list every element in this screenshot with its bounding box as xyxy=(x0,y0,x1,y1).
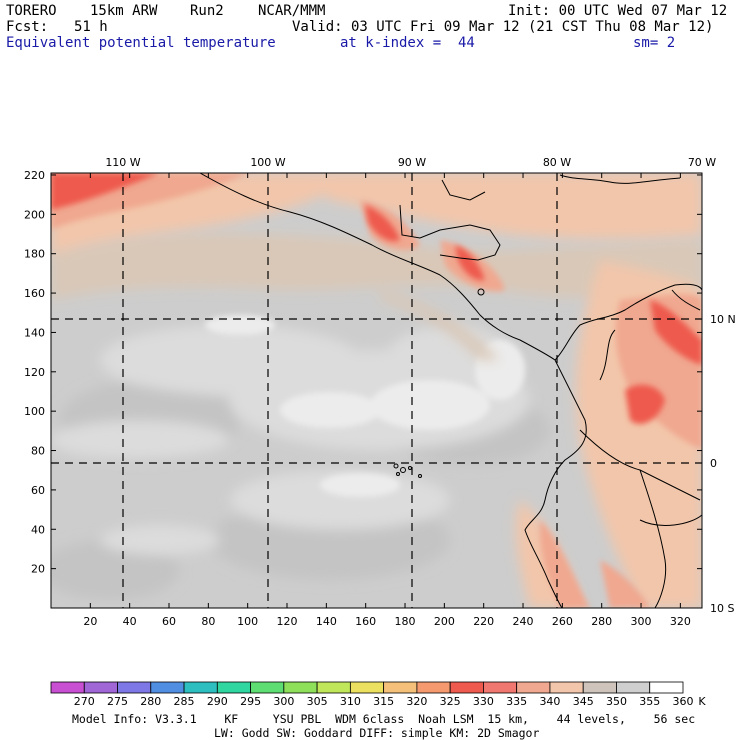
colorbar-level: 330 xyxy=(473,695,494,708)
physics-info: LW: Godd SW: Goddard DIFF: simple KM: 2D… xyxy=(214,726,540,740)
y-tick-label: 120 xyxy=(24,366,45,379)
colorbar-level: 355 xyxy=(639,695,660,708)
colorbar-level: 290 xyxy=(207,695,228,708)
y-tick-label: 180 xyxy=(24,248,45,261)
colorbar-swatch xyxy=(582,681,617,694)
y-tick-label: 220 xyxy=(24,169,45,182)
colorbar-swatch xyxy=(449,681,484,694)
organization: NCAR/MMM xyxy=(258,3,326,19)
x-tick-label: 160 xyxy=(355,615,376,628)
longitude-label: 80 W xyxy=(543,156,571,169)
y-tick-label: 140 xyxy=(24,326,45,339)
y-tick-label: 160 xyxy=(24,287,45,300)
colorbar-level: 345 xyxy=(573,695,594,708)
colorbar-swatch xyxy=(150,681,185,694)
x-tick-label: 120 xyxy=(277,615,298,628)
x-tick-label: 200 xyxy=(434,615,455,628)
x-tick-label: 240 xyxy=(513,615,534,628)
y-tick-label: 200 xyxy=(24,208,45,221)
y-tick-label: 60 xyxy=(31,484,45,497)
smoothing: sm= 2 xyxy=(633,35,676,51)
colorbar-level: 310 xyxy=(340,695,361,708)
colorbar-level: 360 xyxy=(673,695,694,708)
model-info: Model Info: V3.3.1 KF YSU PBL WDM 6class… xyxy=(72,712,696,726)
colorbar-swatch xyxy=(117,681,152,694)
graticule xyxy=(51,173,702,608)
colorbar-swatch xyxy=(216,681,251,694)
longitude-label: 100 W xyxy=(250,156,285,169)
longitude-label: 90 W xyxy=(398,156,426,169)
latitude-labels: 10 N 0 10 S xyxy=(710,313,736,615)
colorbar-level: 325 xyxy=(440,695,461,708)
colorbar-swatch xyxy=(283,681,318,694)
colorbar-level: 320 xyxy=(406,695,427,708)
init-time: Init: 00 UTC Wed 07 Mar 12 xyxy=(508,3,728,19)
x-tick-label: 20 xyxy=(83,615,97,628)
colorbar: 270 275 280 285 290 295 300 305 310 315 320 325 330 3… xyxy=(50,681,706,708)
latitude-label: 10 S xyxy=(710,602,734,615)
x-tick-label: 280 xyxy=(591,615,612,628)
colorbar-level: 295 xyxy=(240,695,261,708)
shaded-field xyxy=(51,173,702,608)
x-tick-label: 300 xyxy=(631,615,652,628)
colorbar-level: 300 xyxy=(273,695,294,708)
y-tick-label: 20 xyxy=(31,563,45,576)
forecast-label: Fcst: xyxy=(6,19,49,35)
colorbar-swatch xyxy=(183,681,218,694)
x-tick-label: 100 xyxy=(237,615,258,628)
x-tick-label: 220 xyxy=(473,615,494,628)
x-tick-label: 140 xyxy=(316,615,337,628)
valid-time: Valid: 03 UTC Fri 09 Mar 12 (21 CST Thu … xyxy=(292,19,714,35)
run-name: Run2 xyxy=(190,3,224,19)
colorbar-swatch xyxy=(316,681,351,694)
colorbar-swatch xyxy=(50,681,85,694)
colorbar-level: 350 xyxy=(606,695,627,708)
y-tick-label: 100 xyxy=(24,405,45,418)
longitude-label: 70 W xyxy=(688,156,716,169)
model-resolution: 15km ARW xyxy=(90,3,158,19)
colorbar-swatch xyxy=(516,681,551,694)
colorbar-swatch xyxy=(383,681,418,694)
colorbar-unit: K xyxy=(698,695,706,708)
colorbar-swatch xyxy=(349,681,385,694)
y-tick-label: 80 xyxy=(31,445,45,458)
x-tick-label: 180 xyxy=(395,615,416,628)
colorbar-level: 280 xyxy=(140,695,161,708)
x-axis: 20 40 60 80 100 120 140 160 180 200 220 240 260 280 30… xyxy=(83,173,691,628)
coastlines xyxy=(199,173,702,608)
vertical-level: at k-index = 44 xyxy=(340,35,475,51)
colorbar-level: 335 xyxy=(506,695,527,708)
x-tick-label: 80 xyxy=(201,615,215,628)
colorbar-level: 305 xyxy=(307,695,328,708)
colorbar-level: 285 xyxy=(174,695,195,708)
x-tick-label: 40 xyxy=(123,615,137,628)
colorbar-swatch xyxy=(250,681,285,694)
model-name: TORERO xyxy=(6,3,57,19)
latitude-label: 10 N xyxy=(710,313,736,326)
colorbar-level: 270 xyxy=(74,695,95,708)
colorbar-swatch xyxy=(416,681,451,694)
latitude-label: 0 xyxy=(710,457,717,470)
x-tick-label: 260 xyxy=(552,615,573,628)
colorbar-level: 315 xyxy=(373,695,394,708)
colorbar-level: 340 xyxy=(539,695,560,708)
field-name: Equivalent potential temperature xyxy=(6,35,276,51)
colorbar-swatch xyxy=(483,681,518,694)
x-tick-label: 320 xyxy=(670,615,691,628)
longitude-label: 110 W xyxy=(105,156,140,169)
y-axis: 20 40 60 80 100 120 140 160 180 200 220 xyxy=(24,169,702,576)
y-tick-label: 40 xyxy=(31,523,45,536)
map-frame xyxy=(50,172,703,609)
colorbar-level: 275 xyxy=(107,695,128,708)
colorbar-swatch xyxy=(649,681,684,694)
forecast-hour: 51 h xyxy=(74,19,108,35)
x-tick-label: 60 xyxy=(162,615,176,628)
longitude-labels: 110 W 100 W 90 W 80 W 70 W xyxy=(105,156,716,169)
colorbar-swatch xyxy=(549,681,584,694)
colorbar-swatch xyxy=(616,681,651,694)
colorbar-swatch xyxy=(83,681,118,694)
